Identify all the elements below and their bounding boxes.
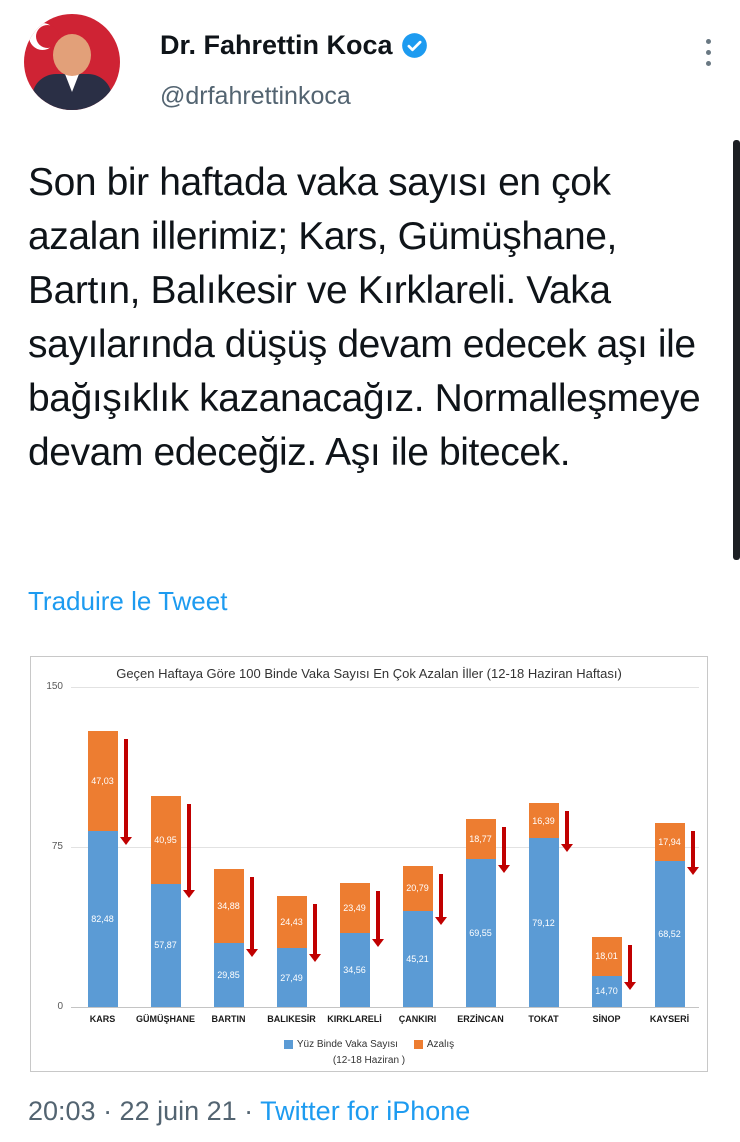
more-menu-button[interactable] — [690, 28, 726, 76]
bar-value-label: 17,94 — [658, 836, 681, 847]
legend-item: Azalış — [413, 1039, 455, 1050]
bar-segment: 17,94 — [654, 822, 685, 861]
bar-segment: 79,12 — [528, 838, 559, 1007]
x-tick-label: SİNOP — [592, 1014, 621, 1024]
bar-value-label: 14,70 — [595, 986, 618, 997]
bar-segment: 18,01 — [591, 937, 622, 976]
decrease-arrow-icon — [623, 945, 636, 990]
plot-area: 82,48 47,03 57,87 40,95 29,85 34,88 27,49 24,43… — [71, 687, 701, 1007]
legend-item: Yüz Binde Vaka Sayısı — [283, 1039, 398, 1050]
bar-segment: 23,49 — [339, 883, 370, 934]
bar-value-label: 34,56 — [343, 965, 366, 976]
decrease-arrow-icon — [686, 830, 699, 875]
bar-segment: 27,49 — [276, 948, 307, 1007]
bar-value-label: 18,01 — [595, 951, 618, 962]
x-tick-label: ERZİNCAN — [457, 1014, 504, 1024]
decrease-arrow-icon — [182, 804, 195, 898]
legend-swatch-orange — [413, 1040, 423, 1049]
translate-tweet-link[interactable]: Traduire le Tweet — [28, 586, 228, 616]
legend-label: Yüz Binde Vaka Sayısı — [296, 1039, 398, 1050]
x-tick-label: BALIKESİR — [267, 1014, 316, 1024]
x-tick-label: KARS — [89, 1014, 116, 1024]
bar-value-label: 47,03 — [91, 775, 114, 786]
bar-segment: 40,95 — [150, 796, 181, 884]
bar-value-label: 82,48 — [91, 914, 114, 925]
timestamp: 20:03 · 22 juin 21 · — [28, 1096, 261, 1126]
decrease-arrow-icon — [245, 876, 258, 958]
bar-value-label: 18,77 — [469, 833, 492, 844]
bar-value-label: 40,95 — [154, 834, 177, 845]
bar-value-label: 45,21 — [406, 953, 429, 964]
bar-segment: 29,85 — [213, 943, 244, 1007]
bar-segment: 68,52 — [654, 860, 685, 1007]
bar-value-label: 69,55 — [469, 927, 492, 938]
legend-note: (12-18 Haziran ) — [332, 1055, 406, 1066]
bar-value-label: 24,43 — [280, 917, 303, 928]
bar-segment: 18,77 — [465, 818, 496, 859]
bar-segment: 57,87 — [150, 883, 181, 1007]
bar-segment: 45,21 — [402, 910, 433, 1007]
decrease-arrow-icon — [371, 891, 384, 948]
bar-value-label: 34,88 — [217, 901, 240, 912]
user-handle[interactable]: @drfahrettinkoca — [160, 82, 351, 110]
bar-segment: 47,03 — [87, 730, 118, 832]
bar-value-label: 27,49 — [280, 972, 303, 983]
x-tick-label: ÇANKIRI — [398, 1014, 437, 1024]
scrollbar-thumb[interactable] — [733, 140, 740, 560]
bar-segment: 34,56 — [339, 933, 370, 1007]
x-tick-label: BARTIN — [211, 1014, 246, 1024]
gridline — [71, 687, 699, 688]
tweet-footer: 20:03 · 22 juin 21 · Twitter for iPhone — [28, 1096, 470, 1127]
avatar[interactable] — [24, 14, 120, 110]
bar-value-label: 20,79 — [406, 883, 429, 894]
legend-swatch-blue — [283, 1040, 293, 1049]
chart-title: Geçen Haftaya Göre 100 Binde Vaka Sayısı… — [116, 666, 622, 681]
legend-label: Azalış — [426, 1039, 455, 1050]
bar-value-label: 79,12 — [532, 917, 555, 928]
bar-value-label: 29,85 — [217, 970, 240, 981]
decrease-arrow-icon — [434, 874, 447, 925]
bar-segment: 82,48 — [87, 831, 118, 1007]
bar-segment: 20,79 — [402, 866, 433, 911]
x-tick-label: TOKAT — [528, 1014, 559, 1024]
verified-badge-icon — [401, 33, 427, 58]
source-link[interactable]: Twitter for iPhone — [260, 1096, 471, 1126]
bar-value-label: 23,49 — [343, 903, 366, 914]
bar-segment: 34,88 — [213, 868, 244, 944]
bar-segment: 24,43 — [276, 896, 307, 949]
y-tick-label: 150 — [46, 681, 63, 692]
x-tick-label: KIRKLARELİ — [327, 1014, 382, 1024]
x-tick-label: GÜMÜŞHANE — [135, 1014, 195, 1024]
bar-value-label: 57,87 — [154, 940, 177, 951]
bar-segment: 16,39 — [528, 803, 559, 839]
y-tick-label: 75 — [51, 841, 63, 852]
chart-image[interactable]: Geçen Haftaya Göre 100 Binde Vaka Sayısı… — [30, 656, 708, 1072]
chart-legend: Yüz Binde Vaka Sayısı Azalış — [31, 1039, 707, 1050]
decrease-arrow-icon — [497, 826, 510, 873]
bar-segment: 14,70 — [591, 975, 622, 1007]
decrease-arrow-icon — [119, 738, 132, 846]
decrease-arrow-icon — [560, 811, 573, 853]
display-name[interactable]: Dr. Fahrettin Koca — [160, 30, 393, 60]
y-tick-label: 0 — [57, 1001, 63, 1012]
axis-baseline — [71, 1007, 699, 1008]
bar-value-label: 16,39 — [532, 815, 555, 826]
bar-value-label: 68,52 — [658, 928, 681, 939]
more-icon — [705, 38, 711, 44]
gridline — [71, 847, 699, 848]
bar-segment: 69,55 — [465, 858, 496, 1007]
decrease-arrow-icon — [308, 904, 321, 963]
tweet-text: Son bir haftada vaka sayısı en çok azala… — [28, 161, 701, 474]
x-tick-label: KAYSERİ — [649, 1014, 690, 1024]
